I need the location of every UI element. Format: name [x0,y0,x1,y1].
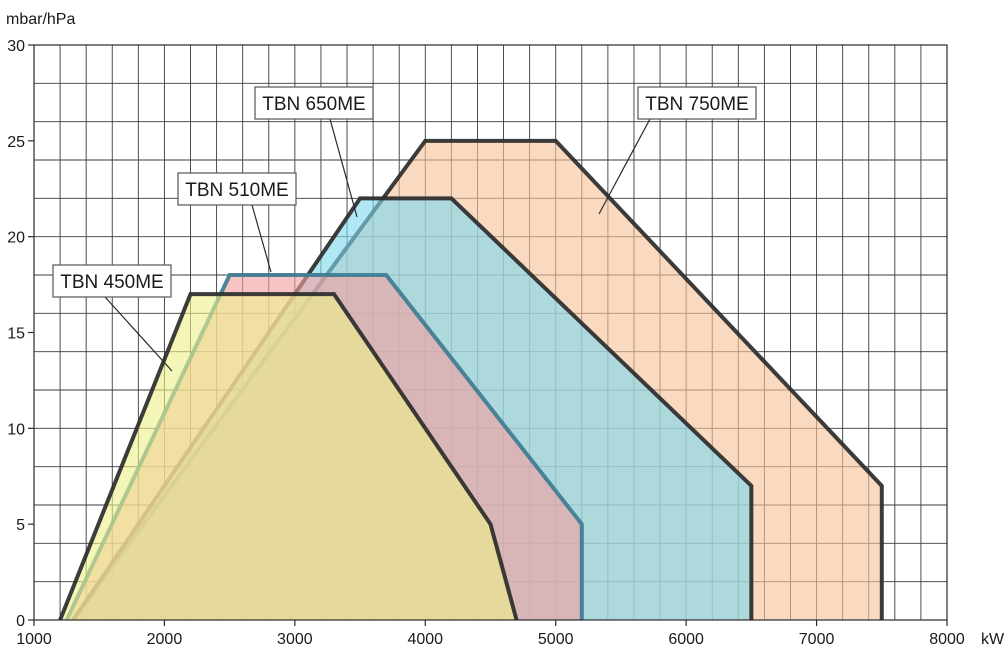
callout-tbn-510me: TBN 510ME [177,172,297,273]
series-outline [58,292,519,620]
callout-box [637,86,757,120]
y-tick-label: 5 [16,517,25,534]
y-tick-label: 25 [7,134,25,151]
callouts: TBN 450ME TBN 510ME TBN 650ME TBN 750ME [52,86,757,372]
area-layer [58,138,884,620]
x-tick-label: 1000 [16,631,52,648]
x-tick-label: 2000 [147,631,183,648]
callout-tbn-450me: TBN 450ME [52,264,173,372]
x-tick-label: 8000 [929,631,965,648]
y-tick-label: 0 [16,613,25,630]
callout-tbn-750me: TBN 750ME [598,86,757,215]
callout-tbn-650me: TBN 650ME [254,86,374,218]
x-tick-label: 7000 [799,631,835,648]
callout-label: TBN 750ME [645,94,748,115]
y-tick-label: 20 [7,230,25,247]
callout-leader-line [251,204,272,273]
x-tick-label: 5000 [538,631,574,648]
callout-leader-line [104,296,173,372]
callout-label: TBN 450ME [60,272,163,293]
callout-box [177,172,297,206]
y-tick-label: 15 [7,326,25,343]
callout-label: TBN 510ME [185,180,288,201]
x-tick-label: 4000 [407,631,443,648]
x-tick-label: 6000 [668,631,704,648]
callout-leader-line [329,118,358,218]
callout-box [52,264,172,298]
x-axis-unit-label: kW [981,631,1005,648]
axes: 1000 2000 3000 4000 5000 6000 7000 8000 0 5 10 15 20… [7,38,965,648]
y-axis-unit-label: mbar/hPa [6,11,75,28]
y-tick-label: 30 [7,38,25,55]
x-tick-label: 3000 [277,631,313,648]
series-area-fill [60,294,517,620]
callout-box [254,86,374,120]
series-tbn-450me [58,292,519,620]
callout-leader-line [598,118,651,215]
y-tick-label: 10 [7,421,25,438]
callout-label: TBN 650ME [262,94,365,115]
